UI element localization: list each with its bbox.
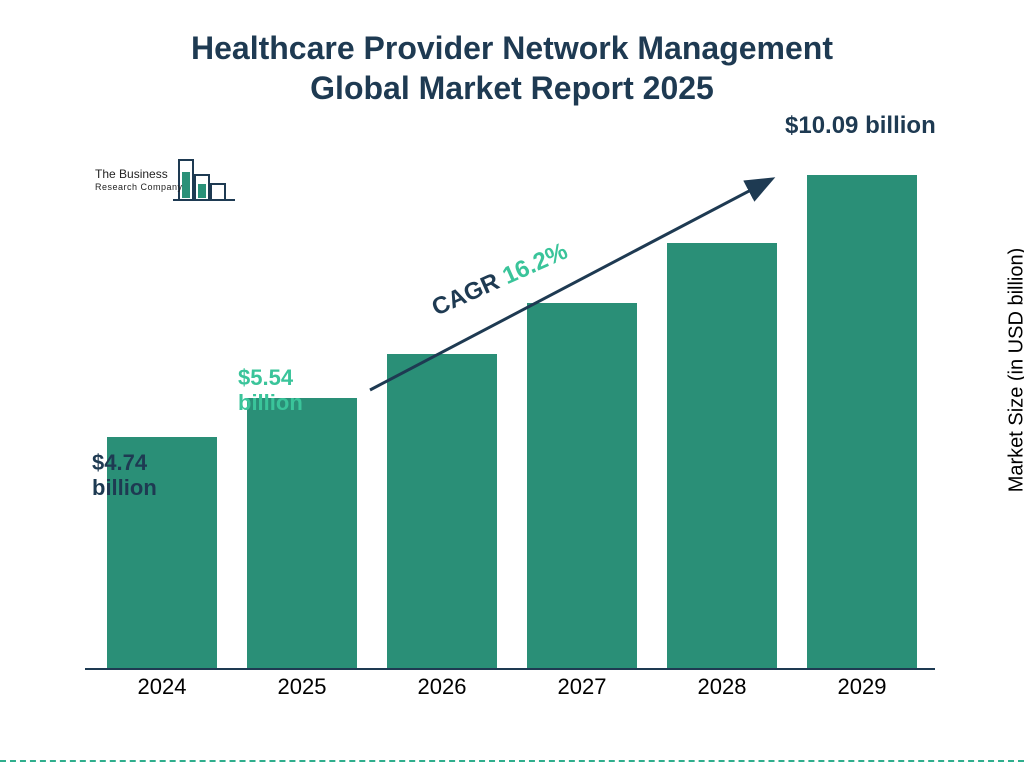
footer-divider — [0, 760, 1024, 762]
chart-container: Healthcare Provider Network Management G… — [0, 0, 1024, 768]
y-axis-label: Market Size (in USD billion) — [1006, 248, 1024, 493]
cagr-arrow — [0, 0, 1024, 768]
